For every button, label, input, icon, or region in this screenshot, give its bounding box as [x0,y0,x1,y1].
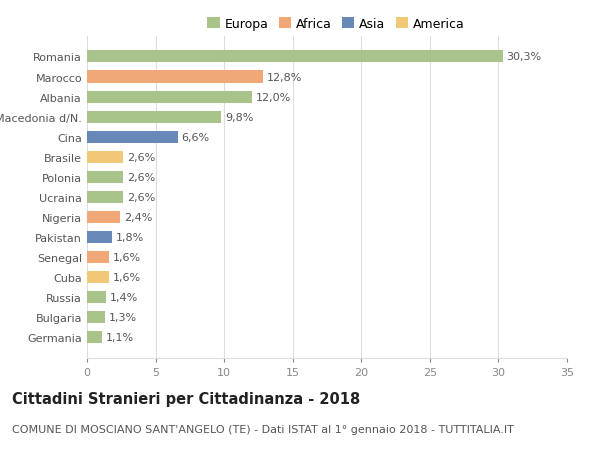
Bar [87,231,112,243]
Bar [87,191,122,203]
Text: 30,3%: 30,3% [506,52,542,62]
Text: COMUNE DI MOSCIANO SANT'ANGELO (TE) - Dati ISTAT al 1° gennaio 2018 - TUTTITALIA: COMUNE DI MOSCIANO SANT'ANGELO (TE) - Da… [12,424,514,434]
Bar [87,71,263,84]
Bar [87,131,178,143]
Bar [87,271,109,283]
Text: 12,0%: 12,0% [256,92,291,102]
Bar [87,91,251,103]
Bar [87,212,120,224]
Bar [87,112,221,123]
Text: 2,6%: 2,6% [127,152,155,162]
Text: 1,8%: 1,8% [116,232,144,242]
Text: 12,8%: 12,8% [266,73,302,82]
Text: 1,6%: 1,6% [113,252,141,263]
Text: 2,6%: 2,6% [127,192,155,202]
Text: 2,6%: 2,6% [127,173,155,182]
Bar [87,311,105,324]
Text: 6,6%: 6,6% [182,132,210,142]
Legend: Europa, Africa, Asia, America: Europa, Africa, Asia, America [205,16,467,34]
Bar [87,252,109,263]
Text: 1,4%: 1,4% [110,292,139,302]
Text: 9,8%: 9,8% [226,112,254,123]
Bar [87,331,102,343]
Bar [87,51,503,63]
Bar [87,291,106,303]
Text: 1,1%: 1,1% [106,332,134,342]
Text: 2,4%: 2,4% [124,213,152,222]
Text: Cittadini Stranieri per Cittadinanza - 2018: Cittadini Stranieri per Cittadinanza - 2… [12,391,360,406]
Text: 1,6%: 1,6% [113,272,141,282]
Text: 1,3%: 1,3% [109,313,137,322]
Bar [87,151,122,163]
Bar [87,171,122,183]
